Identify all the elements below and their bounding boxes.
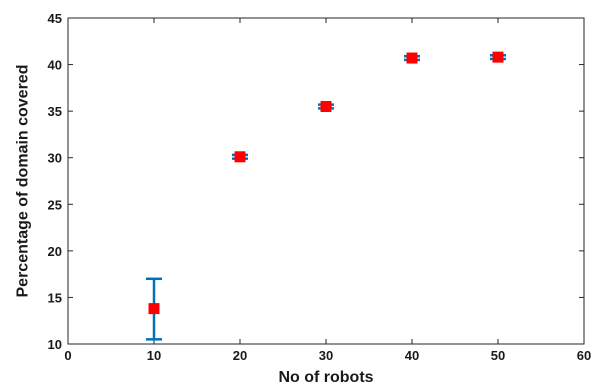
x-tick-label: 40 <box>405 348 419 363</box>
data-point <box>320 100 332 112</box>
data-point <box>234 151 246 163</box>
y-tick-label: 40 <box>48 58 62 73</box>
y-axis-label: Percentage of domain covered <box>15 65 32 298</box>
x-tick-label: 0 <box>64 348 71 363</box>
plot-frame <box>67 17 585 345</box>
error-bars <box>146 54 506 341</box>
data-markers <box>148 51 504 315</box>
data-point <box>492 51 504 63</box>
x-tick-label: 60 <box>577 348 591 363</box>
y-tick-label: 15 <box>48 290 62 305</box>
x-axis-label: No of robots <box>278 369 373 386</box>
x-tick-label: 50 <box>491 348 505 363</box>
y-tick-label: 45 <box>48 11 62 26</box>
y-tick-label: 35 <box>48 104 62 119</box>
x-tick-label: 20 <box>233 348 247 363</box>
y-tick-label: 30 <box>48 151 62 166</box>
y-tick-label: 10 <box>48 337 62 352</box>
x-tick-label: 30 <box>319 348 333 363</box>
data-point <box>406 52 418 64</box>
x-tick-label: 10 <box>147 348 161 363</box>
y-tick-label: 25 <box>48 197 62 212</box>
axes <box>67 17 585 345</box>
data-point <box>148 303 160 315</box>
y-tick-label: 20 <box>48 244 62 259</box>
